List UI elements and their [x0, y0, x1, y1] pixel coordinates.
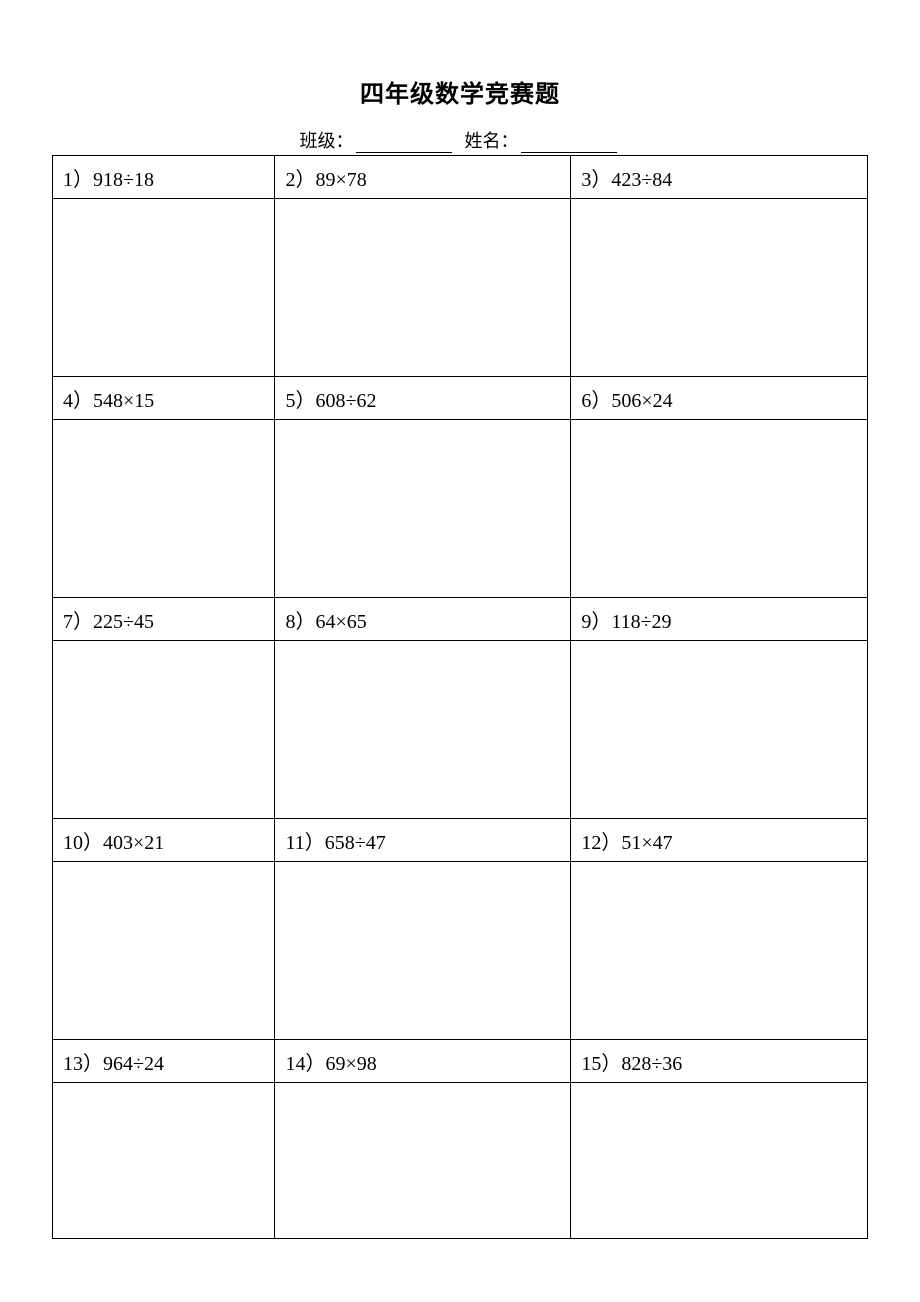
page-title: 四年级数学竞赛题: [52, 74, 868, 109]
work-cell[interactable]: [275, 420, 571, 598]
question-row: 4）548×155）608÷626）506×24: [53, 377, 868, 420]
question-text: 13）964÷24: [53, 1040, 274, 1082]
question-text: 10）403×21: [53, 819, 274, 861]
class-blank[interactable]: [356, 135, 452, 153]
question-cell: 9）118÷29: [571, 598, 868, 641]
work-cell[interactable]: [571, 862, 868, 1040]
work-cell[interactable]: [275, 641, 571, 819]
question-text: 3）423÷84: [571, 156, 867, 198]
work-row: [53, 199, 868, 377]
class-label: 班级：: [300, 131, 354, 151]
work-cell[interactable]: [53, 862, 275, 1040]
question-cell: 8）64×65: [275, 598, 571, 641]
question-text: 1）918÷18: [53, 156, 274, 198]
work-row: [53, 862, 868, 1040]
question-cell: 7）225÷45: [53, 598, 275, 641]
question-row: 10）403×2111）658÷4712）51×47: [53, 819, 868, 862]
work-cell[interactable]: [53, 199, 275, 377]
work-cell[interactable]: [275, 862, 571, 1040]
question-text: 7）225÷45: [53, 598, 274, 640]
question-cell: 3）423÷84: [571, 156, 868, 199]
question-text: 6）506×24: [571, 377, 867, 419]
name-label: 姓名：: [465, 131, 519, 151]
worksheet-page: 四年级数学竞赛题 班级： 姓名： 1）918÷182）89×783）423÷84…: [0, 0, 920, 1279]
problems-table: 1）918÷182）89×783）423÷84 4）548×155）608÷626…: [52, 155, 868, 1239]
question-cell: 6）506×24: [571, 377, 868, 420]
question-text: 14）69×98: [275, 1040, 570, 1082]
work-cell[interactable]: [275, 199, 571, 377]
question-text: 4）548×15: [53, 377, 274, 419]
question-cell: 11）658÷47: [275, 819, 571, 862]
question-cell: 15）828÷36: [571, 1040, 868, 1083]
question-cell: 10）403×21: [53, 819, 275, 862]
question-text: 2）89×78: [275, 156, 570, 198]
question-text: 15）828÷36: [571, 1040, 867, 1082]
question-text: 9）118÷29: [571, 598, 867, 640]
work-row: [53, 641, 868, 819]
question-text: 12）51×47: [571, 819, 867, 861]
question-cell: 4）548×15: [53, 377, 275, 420]
question-row: 7）225÷458）64×659）118÷29: [53, 598, 868, 641]
name-blank[interactable]: [521, 135, 617, 153]
question-row: 13）964÷2414）69×9815）828÷36: [53, 1040, 868, 1083]
question-text: 8）64×65: [275, 598, 570, 640]
work-cell[interactable]: [275, 1083, 571, 1239]
work-cell[interactable]: [571, 641, 868, 819]
question-text: 11）658÷47: [275, 819, 570, 861]
work-cell[interactable]: [53, 420, 275, 598]
work-row: [53, 420, 868, 598]
work-cell[interactable]: [571, 1083, 868, 1239]
header-line: 班级： 姓名：: [52, 127, 868, 153]
question-cell: 5）608÷62: [275, 377, 571, 420]
question-cell: 12）51×47: [571, 819, 868, 862]
work-cell[interactable]: [571, 420, 868, 598]
work-row: [53, 1083, 868, 1239]
question-text: 5）608÷62: [275, 377, 570, 419]
question-row: 1）918÷182）89×783）423÷84: [53, 156, 868, 199]
question-cell: 2）89×78: [275, 156, 571, 199]
question-cell: 14）69×98: [275, 1040, 571, 1083]
work-cell[interactable]: [53, 641, 275, 819]
work-cell[interactable]: [53, 1083, 275, 1239]
question-cell: 13）964÷24: [53, 1040, 275, 1083]
question-cell: 1）918÷18: [53, 156, 275, 199]
work-cell[interactable]: [571, 199, 868, 377]
